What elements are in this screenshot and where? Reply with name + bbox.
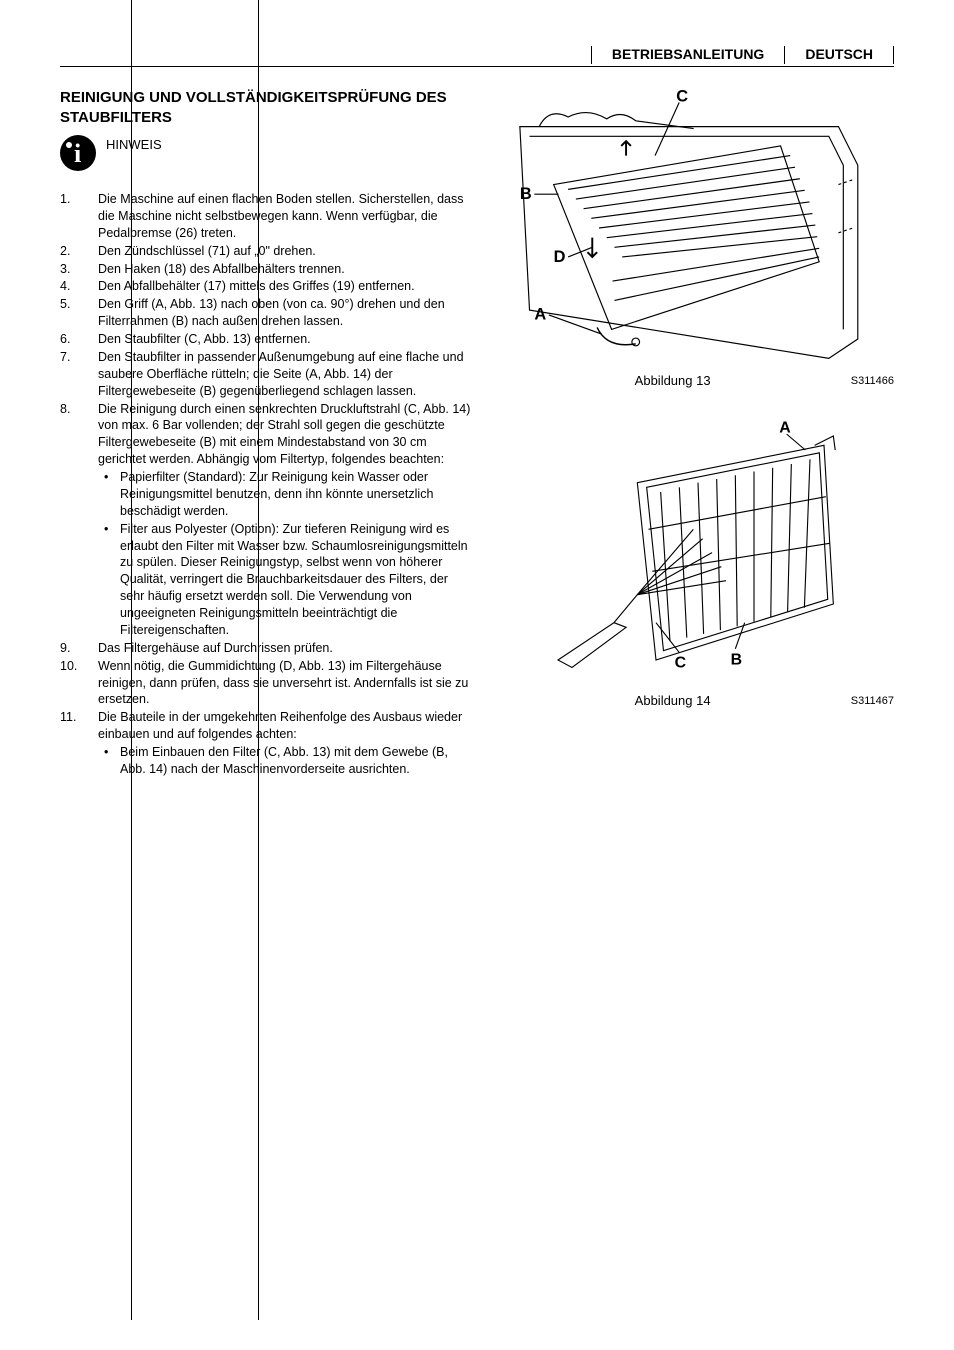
page-footer: SW 700S P 146 0676 000(5)2007-06 A 17 — [60, 0, 894, 1320]
footer-model: SW 700S P — [60, 0, 132, 1320]
footer-page-number: 17 — [259, 0, 894, 1320]
manual-page: BETRIEBSANLEITUNG DEUTSCH REINIGUNG UND … — [0, 0, 954, 1350]
footer-doc-number: 146 0676 000(5)2007-06 A — [132, 0, 259, 1320]
